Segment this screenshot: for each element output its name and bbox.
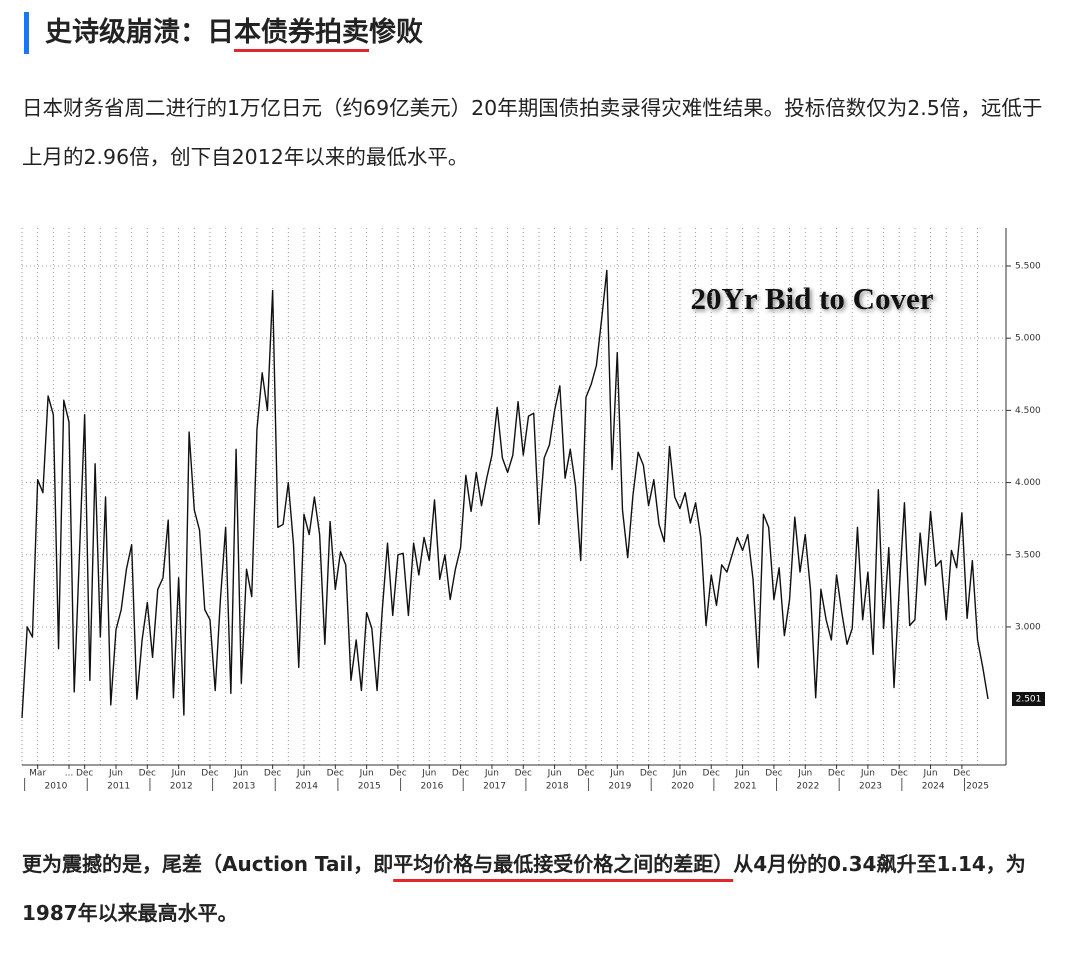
last-value-box [1012,692,1045,707]
year-label: 2019 [608,782,631,792]
x-tick-label: Dec [389,769,406,779]
heading-part: 惨败 [369,17,423,48]
x-tick-label: Dec [139,769,156,779]
x-tick-label: Jun [171,769,186,779]
x-tick-label: Jun [672,769,687,779]
year-label: 2018 [546,782,569,792]
y-tick-label: 4.500 [1015,406,1041,416]
heading-part: 本债券拍卖 [234,17,369,48]
conclusion-paragraph: 更为震撼的是，尾差（Auction Tail，即平均价格与最低接受价格之间的差距… [22,840,1052,938]
x-tick-label: Dec [515,769,532,779]
year-label: 2025 [966,782,989,792]
x-tick-label: Jun [609,769,624,779]
year-label: 2012 [170,782,193,792]
x-tick-label: Dec [76,769,93,779]
x-tick-label: Jun [296,769,311,779]
x-tick-label: Dec [452,769,469,779]
year-label: 2014 [295,782,318,792]
x-tick-label: Jun [484,769,499,779]
x-tick-label: Jun [421,769,436,779]
year-label: 2024 [922,782,945,792]
chart-title: 20Yr Bid to Cover [690,281,933,316]
x-tick-label: Dec [327,769,344,779]
data-line [21,269,989,718]
year-label: 2013 [232,782,255,792]
year-label: 2011 [107,782,130,792]
year-label: 2015 [358,782,381,792]
x-tick-label: Jun [233,769,248,779]
chart: 20Yr Bid to Cover 3.000 3.500 4.000 4.500 5.… [21,228,1045,792]
year-label: 2016 [420,782,443,792]
x-tick-label: Jun [860,769,875,779]
x-tick-label: Jun [547,769,562,779]
conclusion-part: 从4月份的0.34飙升至1.14，为1987年以来最高水平。 [22,852,1026,925]
intro-paragraph: 日本财务省周二进行的1万亿日元（约69亿美元）20年期国债拍卖录得灾难性结果。投… [22,96,1043,169]
y-tick-label: 3.500 [1015,550,1041,560]
y-tick-label: 5.500 [1015,261,1041,271]
y-tick-label: 3.000 [1015,622,1041,632]
x-tick-label: Dec [828,769,845,779]
x-tick-label: Dec [201,769,218,779]
x-tick-label: Dec [703,769,720,779]
y-tick-label: 4.000 [1015,478,1041,488]
x-tick-label: Jun [359,769,374,779]
x-tick-label: Jun [108,769,123,779]
year-label: 2021 [734,782,757,792]
y-tick-label: 5.000 [1015,334,1041,344]
year-label: 2022 [796,782,819,792]
x-tick-label: Dec [765,769,782,779]
heading-part: 史诗级崩溃：日 [45,17,234,48]
year-label: 2023 [859,782,882,792]
last-value-label: 2.501 [1016,695,1042,705]
conclusion-part: 平均价格与最低接受价格之间的差距） [393,852,734,876]
x-tick-label: ... [65,769,74,779]
x-tick-label: Dec [891,769,908,779]
x-tick-label: Dec [577,769,594,779]
year-label: 2010 [44,782,67,792]
x-tick-label: Dec [264,769,281,779]
x-tick-label: Jun [923,769,938,779]
x-tick-label: Dec [640,769,657,779]
year-label: 2017 [483,782,506,792]
x-tick-label: Jun [735,769,750,779]
conclusion-part: 更为震撼的是，尾差（Auction Tail，即 [22,852,394,876]
x-tick-label: Dec [953,769,970,779]
x-tick-label: Mar [29,769,46,779]
heading: 史诗级崩溃：日本债券拍卖惨败 [24,12,423,54]
x-tick-label: Jun [797,769,812,779]
year-label: 2020 [671,782,694,792]
